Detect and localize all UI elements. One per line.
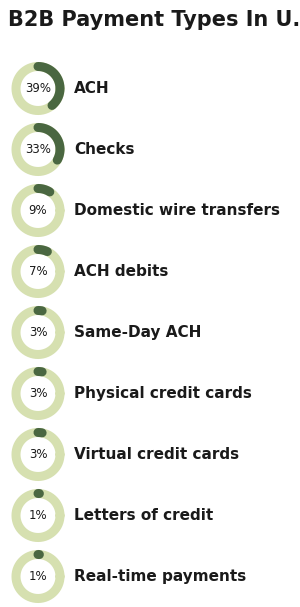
- Text: 3%: 3%: [29, 448, 47, 461]
- Text: 39%: 39%: [25, 82, 51, 95]
- Text: B2B Payment Types In U.S.: B2B Payment Types In U.S.: [8, 10, 300, 30]
- Text: 1%: 1%: [29, 570, 47, 583]
- Text: 3%: 3%: [29, 326, 47, 339]
- Text: Letters of credit: Letters of credit: [74, 508, 213, 523]
- Text: 9%: 9%: [29, 204, 47, 217]
- Text: Virtual credit cards: Virtual credit cards: [74, 447, 239, 462]
- Text: 3%: 3%: [29, 387, 47, 400]
- Text: Same-Day ACH: Same-Day ACH: [74, 325, 201, 340]
- Text: Checks: Checks: [74, 142, 134, 157]
- Text: ACH debits: ACH debits: [74, 264, 168, 279]
- Text: Physical credit cards: Physical credit cards: [74, 386, 252, 401]
- Text: 7%: 7%: [29, 265, 47, 278]
- Text: Real-time payments: Real-time payments: [74, 569, 246, 584]
- Text: 33%: 33%: [25, 143, 51, 156]
- Text: ACH: ACH: [74, 81, 110, 96]
- Text: 1%: 1%: [29, 509, 47, 522]
- Text: Domestic wire transfers: Domestic wire transfers: [74, 203, 280, 218]
